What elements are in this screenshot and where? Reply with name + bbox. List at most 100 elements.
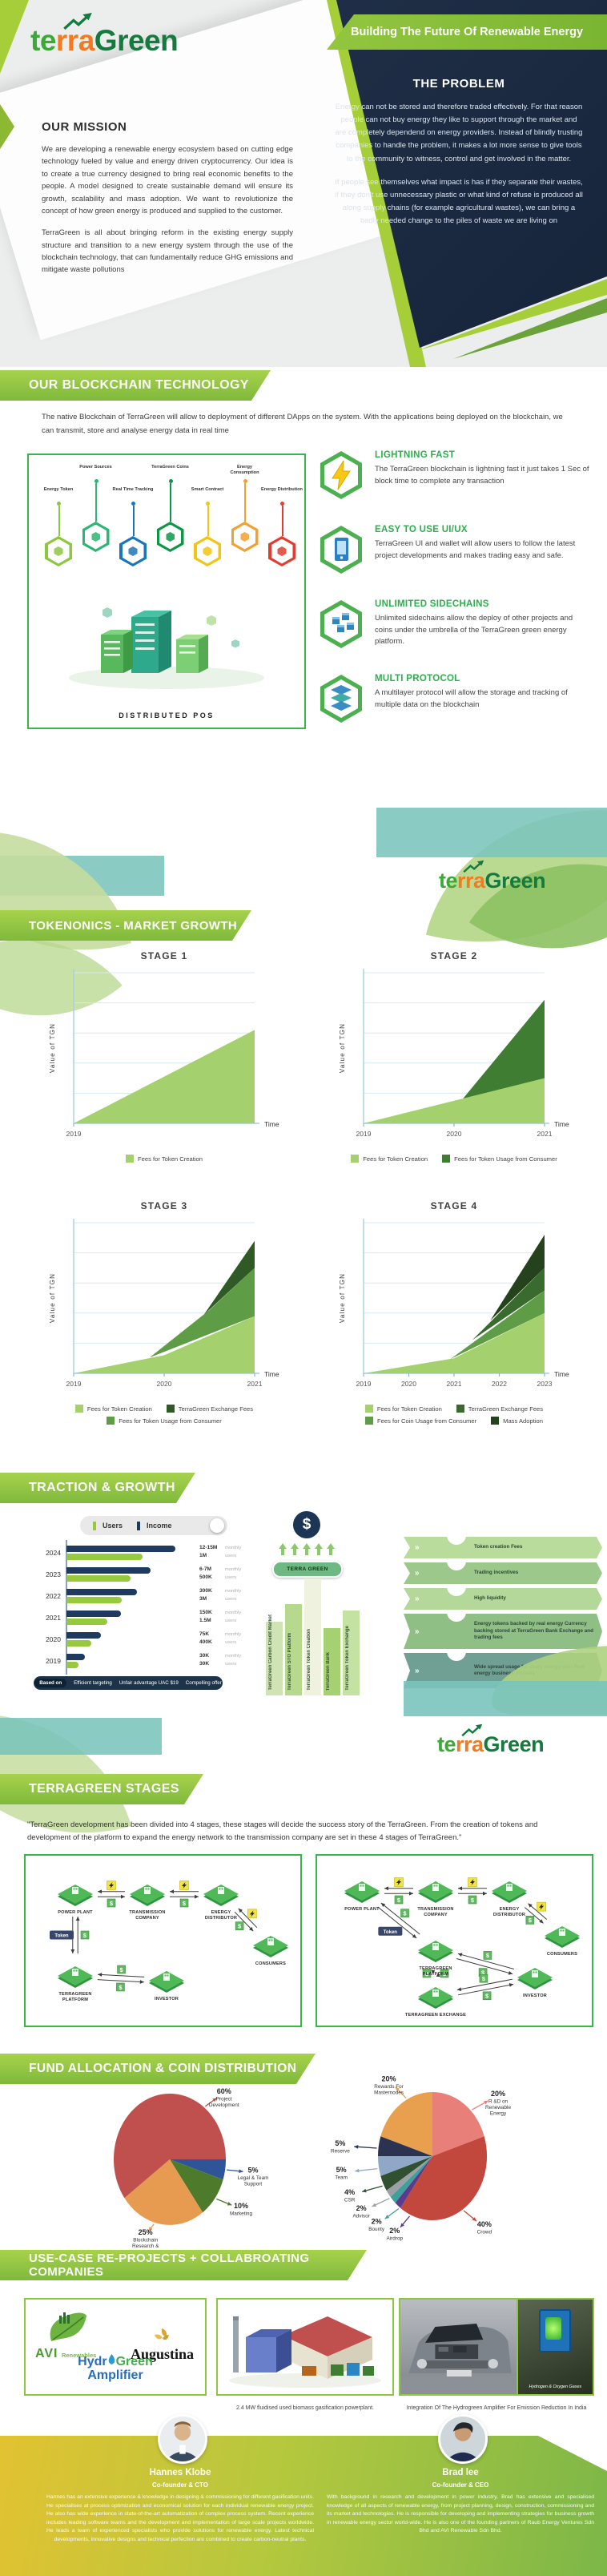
svg-text:2019: 2019 (66, 1130, 82, 1138)
users-bar (66, 1574, 131, 1582)
traction-header: TRACTION & GROWTH (29, 1481, 175, 1494)
problem-paragraph-1: Energy can not be stored and therefore t… (335, 103, 583, 163)
annotation-users: 1M users (199, 1553, 295, 1561)
problem-title: THE PROBLEM (412, 77, 505, 91)
income-bar (66, 1653, 86, 1660)
svg-text:$: $ (482, 1975, 486, 1982)
svg-text:5%: 5% (336, 2166, 347, 2174)
hexagon-core (166, 532, 175, 542)
chevron-icon: » (415, 1543, 420, 1552)
logo-green: Green (94, 24, 179, 57)
flow-item-label: Energy Consumption (230, 465, 259, 475)
svg-text:PLATFORM: PLATFORM (423, 1972, 448, 1977)
logo-terra: te (437, 1732, 456, 1756)
feature-title: MULTI PROTOCOL (375, 674, 460, 683)
partner-logos-box: AVI Renewables Augustina Hydr Green Ampli… (24, 2298, 207, 2396)
feature-text-block: LIGHTNING FAST The TerraGreen blockchain … (375, 450, 589, 504)
blockchain-intro: The native Blockchain of TerraGreen will… (42, 413, 563, 436)
feature-item: LIGHTNING FAST The TerraGreen blockchain … (319, 450, 601, 504)
revenue-banner-text: Token creation Fees (474, 1544, 523, 1550)
renewables-text: Renewables (61, 2352, 97, 2359)
logo-terra: te (439, 869, 458, 893)
growth-arrow-icon (62, 13, 92, 30)
revenue-banner: » Token creation Fees (404, 1537, 602, 1558)
legend-item: Mass Adoption (491, 1417, 543, 1425)
blockchain-flow: Energy Token Power Sources Real Time Track… (35, 462, 303, 582)
teal-band-decoration (376, 808, 607, 857)
flow-dot (206, 502, 210, 506)
founder-role: Co-founder & CEO (432, 2481, 489, 2489)
svg-text:2019: 2019 (356, 1130, 372, 1138)
chevron-icon: » (415, 1627, 420, 1636)
users-bar (66, 1618, 107, 1625)
revenue-step-label: TerraGreen STO Platform (287, 1633, 292, 1691)
area-series (74, 1030, 255, 1123)
stages-header-ribbon: TERRAGREEN STAGES (0, 1774, 203, 1804)
terragreen-logo: terraGreen (30, 13, 179, 58)
feature-list: LIGHTNING FAST The TerraGreen blockchain … (319, 450, 601, 748)
funds-header-ribbon: FUND ALLOCATION & COIN DISTRIBUTION (0, 2054, 316, 2084)
svg-text:Reserve: Reserve (331, 2149, 350, 2155)
founder-bio: Hannes has an extensive experience & kno… (46, 2494, 314, 2542)
legend-label: Fees for Token Usage from Consumer (454, 1155, 557, 1163)
svg-text:$: $ (425, 1970, 429, 1977)
hexagon-core (240, 532, 249, 542)
value: 1.5M (199, 1617, 211, 1623)
bars (66, 1653, 190, 1668)
feature-item: MULTI PROTOCOL A multilayer protocol will… (319, 674, 601, 728)
svg-text:5%: 5% (247, 2166, 258, 2174)
svg-text:Value of TGN: Value of TGN (339, 1023, 346, 1073)
pie-slice (432, 2092, 484, 2156)
svg-text:INVESTOR: INVESTOR (155, 1997, 179, 2002)
logo-terra: te (30, 24, 56, 57)
stage4-chart: STAGE 4 2019 2020 2021 2022 2023 Time Value of … (332, 1200, 577, 1425)
legend-label: Fees for Token Usage from Consumer (119, 1417, 222, 1425)
logo-green: Green (483, 1732, 545, 1756)
svg-text:Research &: Research & (132, 2243, 159, 2247)
area-series (364, 1078, 545, 1123)
hexagon-icon (156, 522, 184, 552)
pie-slice (124, 2159, 203, 2225)
legend-item: Fees for Coin Usage from Consumer (365, 1417, 476, 1425)
founder-name: Hannes Klobe (149, 2468, 211, 2477)
growth-arrows-icon (279, 1543, 335, 1555)
blockchain-section: OUR BLOCKCHAIN TECHNOLOGY The native Blo… (0, 367, 607, 793)
value: 30K (199, 1660, 210, 1667)
gas-label: Hydrogen & Oxygen Gases (529, 2385, 582, 2389)
bars (66, 1545, 190, 1560)
annotation-users: 500K users (199, 1574, 295, 1582)
fund-allocation-section: FUND ALLOCATION & COIN DISTRIBUTION 5% Le… (0, 2047, 607, 2256)
hexagon-inner (47, 538, 70, 564)
users-income-toggle[interactable]: Users Income (80, 1516, 227, 1535)
founder-role: Co-founder & CTO (151, 2481, 209, 2489)
mission-block: OUR MISSION We are developing a renewabl… (42, 120, 293, 276)
value: 12-15M (199, 1544, 218, 1550)
feature-item: EASY TO USE UI/UX TerraGreen UI and walle… (319, 525, 601, 578)
svg-text:4%: 4% (344, 2188, 355, 2196)
flow-stem (244, 483, 246, 522)
legend-item: Fees for Token Usage from Consumer (107, 1417, 222, 1425)
revenue-step-label: TerraGreen Token Creation (307, 1629, 312, 1691)
svg-text:Masternodes: Masternodes (374, 2090, 404, 2095)
stage-chart-legend: Fees for Token Creation TerraGreen Exchan… (42, 1405, 287, 1425)
teal-band-decoration (404, 1681, 607, 1716)
svg-text:10%: 10% (234, 2202, 248, 2210)
legend-label: Mass Adoption (503, 1417, 543, 1425)
toggle-knob[interactable] (210, 1518, 224, 1533)
unit: users (225, 1553, 237, 1558)
users-bar (66, 1639, 91, 1647)
feature-text: TerraGreen UI and wallet will allow user… (375, 539, 576, 560)
svg-text:R &D on: R &D on (488, 2099, 509, 2105)
legend-swatch (74, 1405, 83, 1413)
augustina-text: Augustina (130, 2346, 194, 2362)
stages-header: TERRAGREEN STAGES (29, 1782, 179, 1796)
feature-title: LIGHTNING FAST (375, 450, 456, 460)
legend-swatch (351, 1155, 360, 1163)
svg-text:Marketing: Marketing (230, 2211, 253, 2217)
pie-slice (170, 2159, 223, 2213)
fund-allocation-pie: 5% Legal & Team Support 10% Marketing 25% Bloc… (21, 2081, 285, 2256)
tagline-ribbon: Building The Future Of Renewable Energy (327, 14, 607, 50)
based-on-item: Compelling offer (185, 1680, 222, 1686)
